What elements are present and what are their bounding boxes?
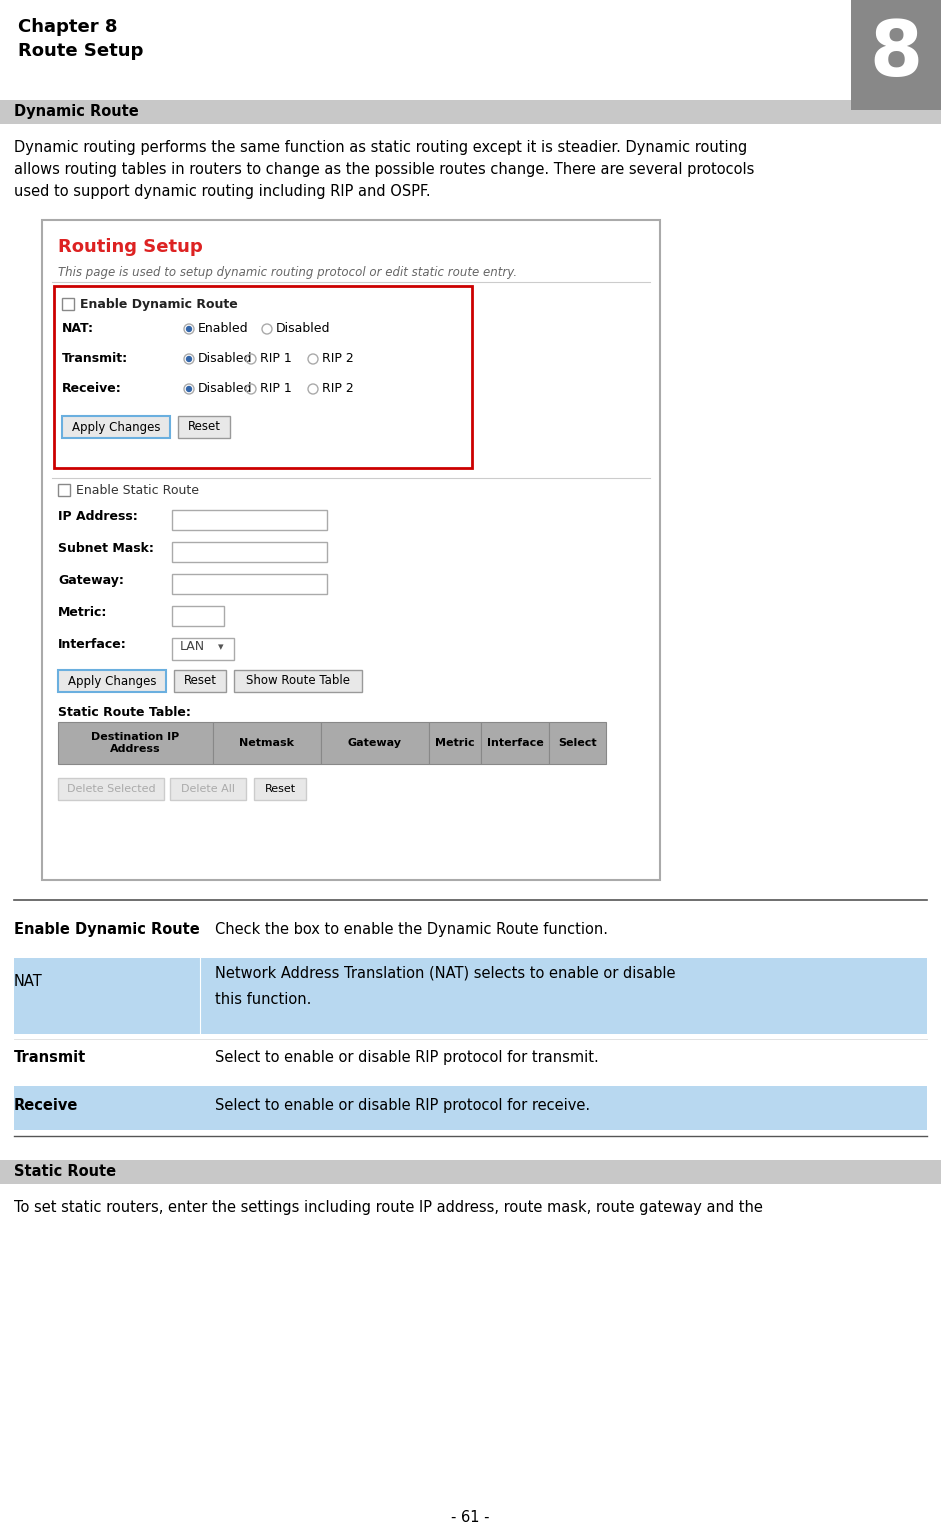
Text: Dynamic routing performs the same function as static routing except it is steadi: Dynamic routing performs the same functi… bbox=[14, 140, 747, 156]
Bar bbox=[172, 606, 224, 626]
Bar bbox=[172, 542, 327, 562]
Bar bbox=[58, 670, 166, 692]
Text: Chapter 8: Chapter 8 bbox=[18, 18, 118, 37]
Circle shape bbox=[186, 356, 192, 362]
Text: Disabled: Disabled bbox=[198, 382, 252, 395]
Text: Subnet Mask:: Subnet Mask: bbox=[58, 542, 154, 554]
Circle shape bbox=[186, 327, 192, 331]
Text: To set static routers, enter the settings including route IP address, route mask: To set static routers, enter the setting… bbox=[14, 1200, 763, 1215]
Text: Select: Select bbox=[558, 738, 597, 748]
Text: Receive: Receive bbox=[14, 1098, 78, 1113]
Text: Select to enable or disable RIP protocol for receive.: Select to enable or disable RIP protocol… bbox=[215, 1098, 590, 1113]
Text: Delete Selected: Delete Selected bbox=[67, 783, 155, 794]
Text: Routing Setup: Routing Setup bbox=[58, 238, 202, 257]
Text: Metric: Metric bbox=[435, 738, 475, 748]
Bar bbox=[170, 777, 246, 800]
Text: Netmask: Netmask bbox=[240, 738, 295, 748]
Text: This page is used to setup dynamic routing protocol or edit static route entry.: This page is used to setup dynamic routi… bbox=[58, 266, 518, 279]
Bar bbox=[172, 510, 327, 530]
Bar bbox=[14, 1086, 927, 1130]
Text: ▾: ▾ bbox=[218, 641, 224, 652]
Text: Dynamic Route: Dynamic Route bbox=[14, 104, 138, 119]
Bar bbox=[549, 722, 606, 764]
Text: Delete All: Delete All bbox=[181, 783, 235, 794]
Text: RIP 2: RIP 2 bbox=[322, 382, 354, 395]
Bar bbox=[172, 638, 234, 660]
Text: Interface: Interface bbox=[486, 738, 543, 748]
Text: used to support dynamic routing including RIP and OSPF.: used to support dynamic routing includin… bbox=[14, 183, 431, 199]
Text: IP Address:: IP Address: bbox=[58, 510, 137, 524]
Bar bbox=[0, 1161, 941, 1183]
Text: - 61 -: - 61 - bbox=[452, 1510, 489, 1525]
Text: Static Route: Static Route bbox=[14, 1164, 116, 1179]
Bar bbox=[0, 99, 941, 124]
Text: Network Address Translation (NAT) selects to enable or disable: Network Address Translation (NAT) select… bbox=[215, 967, 676, 980]
Text: Enabled: Enabled bbox=[198, 322, 248, 334]
Text: Gateway:: Gateway: bbox=[58, 574, 124, 586]
Text: Reset: Reset bbox=[183, 675, 216, 687]
Text: Select to enable or disable RIP protocol for transmit.: Select to enable or disable RIP protocol… bbox=[215, 1051, 598, 1064]
Text: Enable Dynamic Route: Enable Dynamic Route bbox=[14, 922, 199, 938]
Text: Reset: Reset bbox=[264, 783, 295, 794]
Text: Route Setup: Route Setup bbox=[18, 43, 143, 60]
Text: 8: 8 bbox=[869, 18, 922, 92]
Bar bbox=[254, 777, 306, 800]
Bar bbox=[42, 220, 660, 880]
Text: Show Route Table: Show Route Table bbox=[246, 675, 350, 687]
Text: Disabled: Disabled bbox=[198, 353, 252, 365]
Text: Metric:: Metric: bbox=[58, 606, 107, 618]
Bar bbox=[851, 0, 941, 110]
Text: allows routing tables in routers to change as the possible routes change. There : allows routing tables in routers to chan… bbox=[14, 162, 755, 177]
Text: Destination IP
Address: Destination IP Address bbox=[91, 733, 180, 754]
Bar bbox=[62, 415, 170, 438]
Bar bbox=[429, 722, 481, 764]
Bar bbox=[213, 722, 321, 764]
Text: Reset: Reset bbox=[187, 420, 220, 434]
Bar bbox=[14, 957, 927, 1034]
Bar bbox=[481, 722, 549, 764]
Text: Apply Changes: Apply Changes bbox=[72, 420, 160, 434]
Text: Disabled: Disabled bbox=[276, 322, 330, 334]
Text: LAN: LAN bbox=[180, 640, 205, 654]
Text: NAT:: NAT: bbox=[62, 322, 94, 334]
Text: Gateway: Gateway bbox=[348, 738, 402, 748]
Circle shape bbox=[186, 386, 192, 391]
Text: Check the box to enable the Dynamic Route function.: Check the box to enable the Dynamic Rout… bbox=[215, 922, 608, 938]
Bar bbox=[234, 670, 362, 692]
Bar bbox=[58, 777, 164, 800]
Bar bbox=[58, 722, 213, 764]
Bar bbox=[62, 298, 74, 310]
Text: RIP 2: RIP 2 bbox=[322, 353, 354, 365]
Text: Interface:: Interface: bbox=[58, 638, 127, 651]
Text: NAT: NAT bbox=[14, 974, 42, 989]
Text: RIP 1: RIP 1 bbox=[260, 382, 292, 395]
Text: RIP 1: RIP 1 bbox=[260, 353, 292, 365]
Text: Receive:: Receive: bbox=[62, 382, 121, 395]
Text: Enable Dynamic Route: Enable Dynamic Route bbox=[80, 298, 238, 312]
Bar bbox=[174, 670, 226, 692]
Text: Enable Static Route: Enable Static Route bbox=[76, 484, 199, 496]
Text: Transmit:: Transmit: bbox=[62, 353, 128, 365]
Text: Transmit: Transmit bbox=[14, 1051, 87, 1064]
Bar bbox=[172, 574, 327, 594]
Bar bbox=[178, 415, 230, 438]
Bar bbox=[58, 484, 70, 496]
Bar bbox=[321, 722, 429, 764]
Text: this function.: this function. bbox=[215, 993, 311, 1006]
Text: Apply Changes: Apply Changes bbox=[68, 675, 156, 687]
Text: Static Route Table:: Static Route Table: bbox=[58, 705, 191, 719]
Bar bbox=[54, 286, 472, 467]
